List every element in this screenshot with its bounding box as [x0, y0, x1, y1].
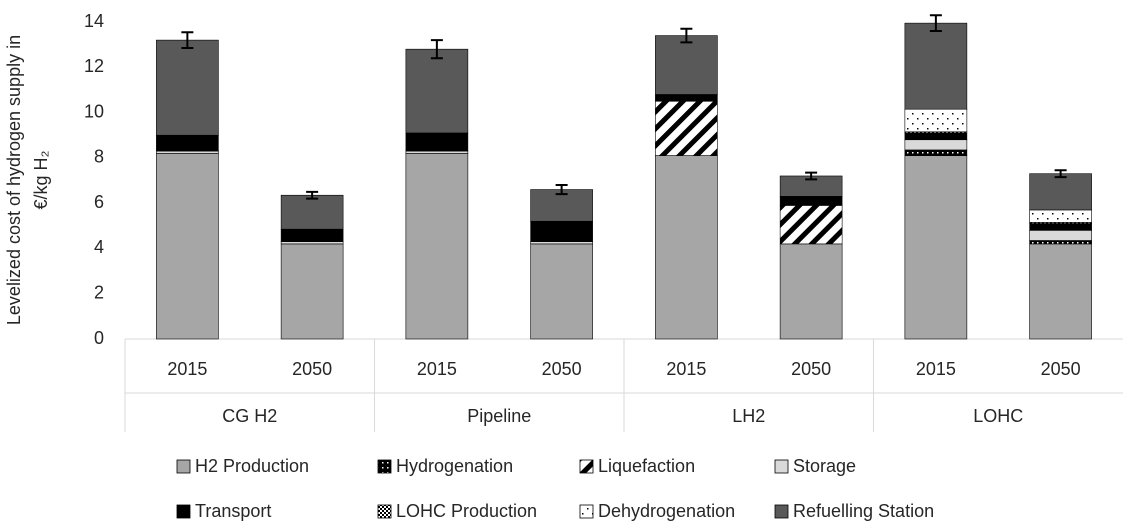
bar-segment: [156, 150, 219, 154]
legend-swatch: [377, 459, 392, 474]
bar-segment: [280, 243, 344, 340]
legend-swatch: [774, 504, 789, 519]
bar-segment: [1029, 243, 1092, 340]
bar-segment: [655, 35, 718, 95]
bar-segment: [405, 153, 469, 340]
legend-label: Dehydrogenation: [598, 501, 735, 521]
y-tick-label: 14: [84, 11, 104, 31]
bar-segment: [280, 194, 344, 230]
y-tick-label: 2: [94, 282, 104, 302]
bar-segment: [530, 220, 593, 242]
legend-swatch: [176, 459, 191, 474]
error-bar: [555, 184, 568, 196]
legend-label: Hydrogenation: [396, 456, 513, 476]
x-tick-label: 2015: [417, 359, 457, 379]
x-tick-label: 2015: [167, 359, 207, 379]
error-bar: [680, 27, 693, 44]
legend-swatch: [579, 459, 594, 474]
y-axis-label: €/kg H₂: [31, 150, 51, 209]
bar-segment: [779, 243, 843, 340]
bar-segment: [405, 48, 469, 134]
y-axis-label: Levelized cost of hydrogen supply in: [4, 35, 24, 325]
bar-segment: [1029, 240, 1092, 245]
bar-segment: [530, 241, 593, 245]
legend-swatch: [176, 504, 191, 519]
bar-segment: [655, 94, 718, 102]
legend-label: H2 Production: [195, 456, 309, 476]
group-label: CG H2: [222, 406, 277, 426]
bar-segment: [779, 205, 843, 245]
bar-segment: [1029, 209, 1092, 223]
bar-segment: [156, 39, 219, 136]
y-tick-label: 4: [94, 237, 104, 257]
bar-segment: [156, 153, 219, 340]
error-bar: [805, 171, 818, 181]
group-label: Pipeline: [467, 406, 531, 426]
bar-segment: [280, 241, 344, 245]
bar-segment: [904, 155, 968, 340]
y-tick-label: 12: [84, 56, 104, 76]
legend-label: Liquefaction: [598, 456, 695, 476]
y-tick-label: 0: [94, 328, 104, 348]
y-tick-label: 6: [94, 192, 104, 212]
bar-segment: [405, 132, 469, 152]
bar-segment: [904, 22, 968, 110]
bar-segment: [280, 228, 344, 242]
y-tick-label: 8: [94, 147, 104, 167]
legend-swatch: [774, 459, 789, 474]
y-tick-label: 10: [84, 101, 104, 121]
legend-swatch: [579, 504, 594, 519]
x-tick-label: 2050: [791, 359, 831, 379]
bar-segment: [779, 196, 843, 206]
bar-segment: [904, 108, 968, 133]
bar-segment: [904, 139, 968, 151]
x-tick-label: 2015: [916, 359, 956, 379]
error-bar: [1054, 169, 1067, 179]
legend-label: Transport: [195, 501, 271, 521]
x-tick-label: 2050: [292, 359, 332, 379]
legend-swatch: [377, 504, 392, 519]
bar-segment: [156, 134, 219, 152]
bar-segment: [904, 132, 968, 141]
bar-segment: [405, 150, 469, 154]
group-label: LOHC: [973, 406, 1023, 426]
error-bar: [430, 39, 443, 60]
error-bar: [306, 190, 319, 200]
group-label: LH2: [732, 406, 765, 426]
x-tick-label: 2050: [542, 359, 582, 379]
bar-segment: [1029, 223, 1092, 231]
legend-label: Refuelling Station: [793, 501, 934, 521]
error-bar: [181, 31, 194, 50]
error-bar: [929, 14, 942, 33]
bar-segment: [655, 100, 718, 156]
legend-label: Storage: [793, 456, 856, 476]
x-tick-label: 2050: [1041, 359, 1081, 379]
x-tick-label: 2015: [666, 359, 706, 379]
bar-segment: [655, 155, 718, 340]
bar-segment: [1029, 173, 1092, 211]
legend-label: LOHC Production: [396, 501, 537, 521]
bar-segment: [904, 149, 968, 156]
bar-segment: [530, 243, 593, 340]
bar-segment: [1029, 230, 1092, 241]
